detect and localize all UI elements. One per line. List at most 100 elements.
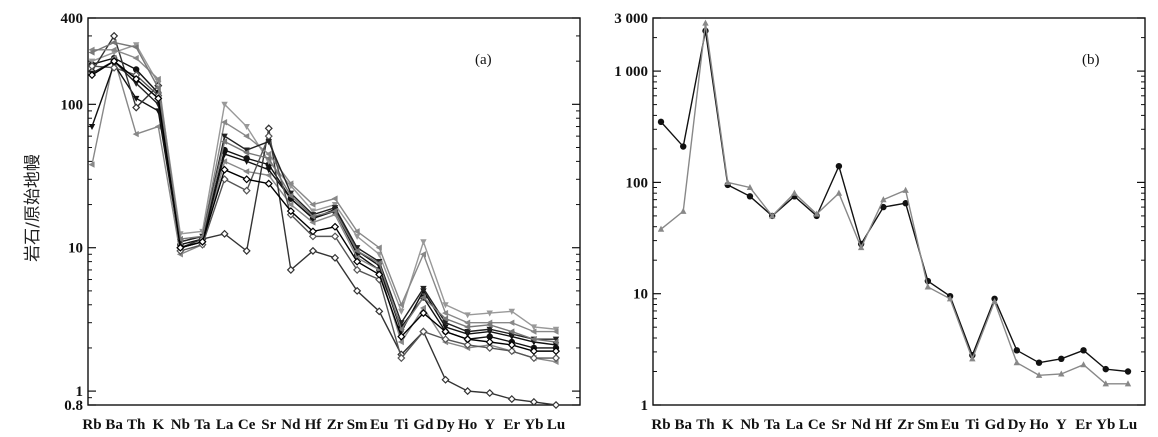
y-tick-label: 1 000 [614,64,648,80]
data-point [551,354,561,363]
data-point [309,213,316,220]
panel-label: (a) [475,52,492,68]
data-point [1124,380,1132,387]
x-tick-label: Lu [547,417,565,433]
plot-frame [87,17,581,406]
data-point [132,54,139,62]
data-point [724,178,731,185]
data-point [88,49,95,56]
data-point [398,308,405,315]
data-point [419,304,426,312]
x-tick-label: Hf [305,417,323,433]
x-tick-label: Yb [524,417,543,433]
data-point [264,179,273,188]
data-point [529,347,538,356]
x-tick-label: Zr [327,417,344,433]
data-point [265,155,272,162]
data-point [530,328,537,335]
data-point [308,246,318,255]
x-tick-label: Eu [941,417,959,433]
data-point [397,301,404,308]
data-point [1013,359,1021,366]
x-tick-label: Yb [1096,417,1115,433]
data-point [330,222,340,231]
data-point [486,321,493,329]
panel-label: (b) [1082,52,1100,68]
data-point [552,328,559,335]
x-tick-label: K [152,417,164,433]
x-tick-label: Ta [764,417,781,433]
data-point [154,75,161,83]
data-point [397,338,404,346]
data-point [657,225,665,232]
data-point [88,58,96,65]
data-point [110,31,119,40]
data-point [309,201,316,208]
data-point [221,119,228,126]
data-point [242,175,251,184]
x-tick-label: Nb [171,417,190,433]
data-point [353,233,361,240]
data-point [835,189,843,196]
data-point [551,347,561,356]
data-point [508,328,515,335]
x-tick-label: Gd [413,417,434,433]
data-point [507,340,516,349]
data-point [221,138,228,145]
data-point [551,400,561,410]
y-tick-label: 10 [633,287,648,303]
x-tick-label: Ba [105,417,123,433]
data-point [1035,359,1043,366]
data-point [264,124,273,133]
data-point [529,397,538,407]
x-tick-label: Sr [831,417,846,433]
data-point [485,337,494,347]
data-point [242,246,251,255]
data-point [331,195,338,202]
data-point [132,80,140,87]
data-point [1124,368,1132,375]
data-point [463,335,472,344]
data-point [220,229,229,238]
data-point [485,343,494,352]
data-point [398,320,405,327]
data-point [768,212,776,219]
data-point [442,315,449,322]
data-point [419,327,428,336]
data-point [1035,371,1043,378]
data-point [330,253,340,262]
data-point [221,101,228,108]
y-tick-label: 100 [61,97,84,113]
data-point [132,44,139,51]
series-path [91,60,556,352]
data-point [243,123,250,131]
data-point [746,193,754,200]
x-tick-label: Ho [458,417,477,433]
data-point [463,387,472,396]
y-tick-label: 10 [68,241,83,257]
data-point [132,103,141,112]
data-point [1080,361,1087,368]
data-point [353,228,360,235]
data-point [110,63,119,72]
data-point [88,123,96,131]
x-tick-label: Y [484,417,495,433]
data-point [530,324,538,331]
data-point [110,46,117,54]
data-point [486,333,493,340]
data-point [552,336,560,343]
y-tick-label: 100 [626,175,649,191]
x-tick-label: Ta [194,417,211,433]
x-tick-label: Dy [436,417,455,433]
data-point [221,133,228,140]
x-tick-label: Lu [1119,417,1137,433]
data-point [87,61,97,71]
data-point [110,39,117,46]
data-point [309,219,316,226]
data-point [375,244,382,251]
data-point [1080,347,1087,354]
data-point [132,42,140,49]
data-point [485,388,494,398]
data-point [221,158,228,165]
data-point [813,210,820,217]
